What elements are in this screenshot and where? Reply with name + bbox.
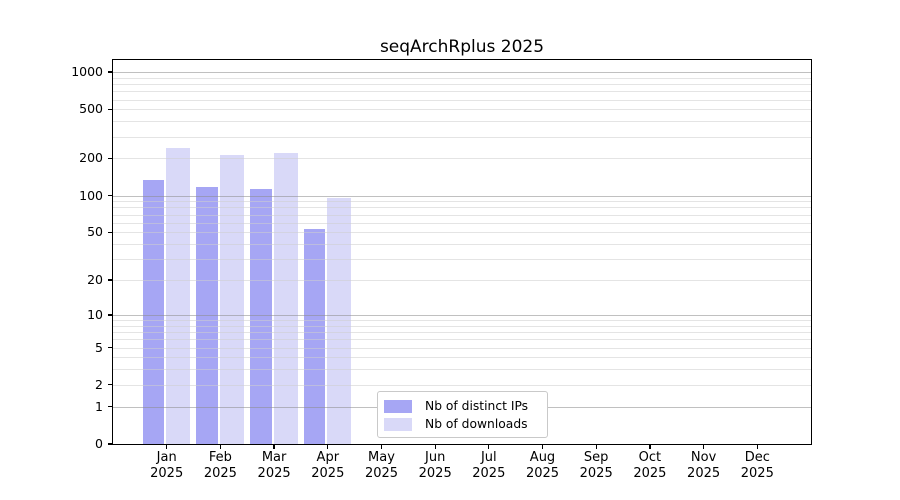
x-tick-label-may: May 2025 [364,450,399,481]
legend-label-downloads: Nb of downloads [425,417,528,431]
x-tick-label-jul: Jul 2025 [472,450,506,481]
x-tick-mark [649,444,651,449]
x-tick-label-mar: Mar 2025 [257,450,291,481]
x-tick-mark [327,444,329,449]
y-tick-label: 20 [87,272,103,288]
y-tick-label: 0 [95,436,103,451]
y-tick-mark [108,194,113,197]
y-tick-label: 50 [87,224,103,240]
bar-distinct-ips-mar [250,189,272,444]
y-tick-mark [108,406,113,408]
x-axis-tick-labels: Jan 2025 Feb 2025 Mar 2025 Apr 2025 May 2025 Jun 20… [113,450,811,486]
y-tick-mark [108,231,113,233]
y-tick-label: 2 [95,376,103,392]
y-tick-label: 1000 [71,64,103,79]
bar-distinct-ips-jan [142,180,165,444]
y-tick-label: 200 [79,150,103,166]
legend-swatch-downloads [384,417,412,431]
x-tick-label-jan: Jan 2025 [150,450,184,481]
plot-area: Nb of distinct IPs Nb of downloads [113,60,811,444]
x-tick-label-oct: Oct 2025 [633,450,667,481]
y-axis-ticks [108,60,113,445]
bars-layer [113,60,811,444]
y-tick-mark [108,314,113,316]
y-tick-mark [108,384,113,386]
y-tick-mark [108,443,113,445]
y-tick-mark [108,108,113,110]
bar-distinct-ips-apr [303,229,326,444]
y-tick-mark [108,279,113,281]
bar-downloads-jan [166,147,191,444]
legend: Nb of distinct IPs Nb of downloads [377,391,548,438]
x-tick-mark [273,444,275,449]
x-tick-label-apr: Apr 2025 [311,450,345,481]
x-tick-mark [219,444,222,449]
x-tick-label-sep: Sep 2025 [579,450,613,481]
x-tick-mark [595,444,597,449]
x-tick-label-feb: Feb 2025 [203,450,237,481]
y-tick-label: 10 [87,306,103,322]
y-tick-mark [108,346,113,349]
y-tick-label: 1 [95,398,103,414]
x-tick-label-aug: Aug 2025 [525,450,560,481]
x-tick-mark [541,444,544,449]
x-tick-mark [756,444,758,449]
bar-downloads-feb [219,155,244,444]
x-axis-ticks [113,444,811,449]
y-tick-mark [108,71,113,73]
bar-downloads-mar [273,152,298,444]
x-tick-mark [434,444,436,449]
legend-label-distinct-ips: Nb of distinct IPs [425,399,529,413]
x-tick-label-dec: Dec 2025 [740,450,774,481]
x-tick-label-nov: Nov 2025 [687,450,721,481]
x-tick-mark [380,444,383,449]
x-tick-mark [702,444,705,449]
y-axis-tick-labels: 0 1 2 5 10 20 50 100 200 500 1000 [0,60,103,451]
legend-swatch-distinct-ips [384,399,412,413]
bar-downloads-apr [327,197,352,444]
x-tick-label-jun: Jun 2025 [418,450,452,481]
y-tick-label: 500 [79,101,103,117]
chart-title: seqArchRplus 2025 [379,37,545,57]
y-tick-mark [108,157,113,160]
x-tick-mark [488,444,490,449]
legend-item-distinct-ips: Nb of distinct IPs [384,397,539,415]
x-tick-mark [166,444,168,449]
y-tick-label: 100 [79,187,103,203]
legend-item-downloads: Nb of downloads [384,415,539,433]
y-tick-label: 5 [95,339,103,355]
bar-distinct-ips-feb [196,187,218,444]
